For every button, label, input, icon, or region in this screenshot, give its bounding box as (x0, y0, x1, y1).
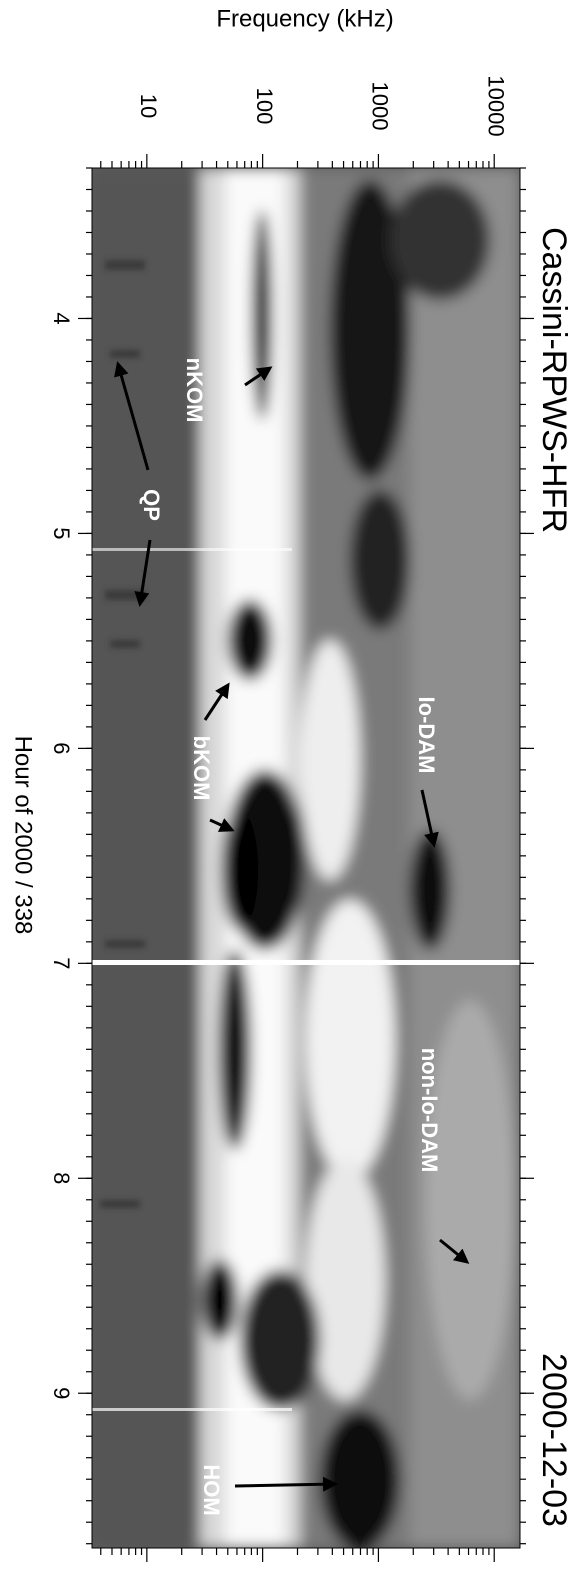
y-tick-label: 100 (252, 88, 277, 125)
annotation: QP (139, 489, 164, 521)
x-tick-label: 7 (49, 957, 74, 969)
x-tick-label: 8 (49, 1172, 74, 1184)
spectrogram (92, 168, 520, 1548)
x-tick-label: 6 (49, 742, 74, 754)
y-tick-label: 10000 (483, 75, 508, 136)
x-tick-label: 5 (49, 527, 74, 539)
plot-frame (91, 167, 521, 1549)
chart-title: Cassini-RPWS-HFR (535, 227, 573, 533)
x-tick-label: 9 (49, 1387, 74, 1399)
y-tick-label: 1000 (368, 82, 393, 131)
chart-subtitle: 2000-12-03 (535, 1353, 573, 1527)
annotation: bKOM (189, 736, 214, 801)
y-tick-label: 10 (136, 94, 161, 118)
annotation: HOM (199, 1464, 224, 1515)
x-axis-label: Hour of 2000 / 338 (10, 736, 37, 935)
y-axis-label: Frequency (kHz) (216, 5, 393, 32)
annotations: nKOM QP bKOM Io-DAM non-Io-DAM HOM (114, 358, 470, 1516)
annotation: non-Io-DAM (417, 1048, 442, 1173)
arrows (114, 361, 470, 1492)
annotation: Io-DAM (414, 697, 439, 774)
annotation: nKOM (182, 358, 207, 423)
x-tick-label: 4 (49, 312, 74, 324)
